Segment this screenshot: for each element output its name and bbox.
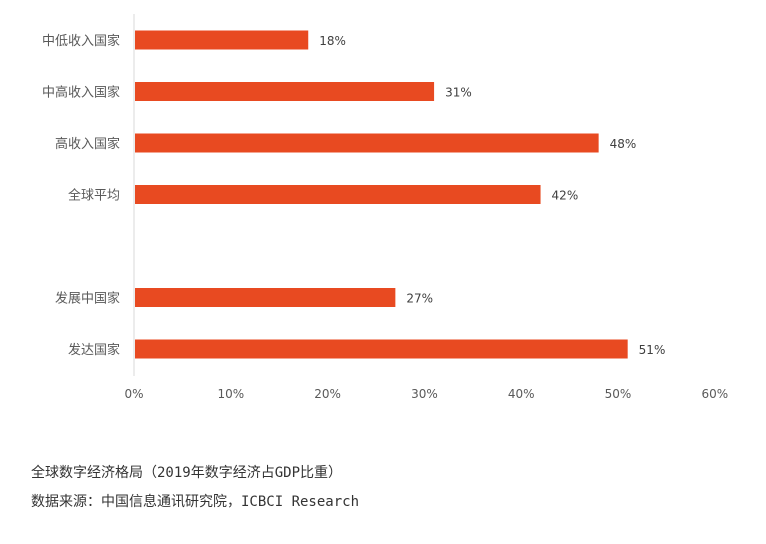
x-tick-label: 50%	[605, 387, 632, 401]
data-label: 51%	[639, 343, 666, 357]
category-label: 全球平均	[68, 188, 120, 204]
category-label: 发展中国家	[55, 291, 120, 307]
bar	[135, 133, 599, 153]
bar	[135, 288, 396, 307]
x-tick-label: 30%	[411, 387, 438, 401]
x-tick-label: 0%	[124, 387, 143, 401]
x-tick-label: 40%	[508, 387, 535, 401]
bar-chart: 中低收入国家 18% 中高收入国家 31% 高收入国家 48% 全球平均 42% 发展中国家 27…	[42, 14, 728, 401]
x-tick-label: 10%	[217, 387, 244, 401]
category-label: 高收入国家	[55, 136, 120, 152]
data-label: 27%	[406, 292, 433, 306]
chart-caption-title: 全球数字经济格局（2019年数字经济占GDP比重）	[31, 465, 342, 481]
bar	[135, 82, 435, 101]
data-label: 18%	[319, 34, 346, 48]
category-label: 中低收入国家	[42, 33, 120, 49]
data-label: 42%	[552, 189, 579, 203]
bar	[135, 339, 628, 359]
bar	[135, 30, 309, 50]
chart-caption-source: 数据来源：中国信息通讯研究院，ICBCI Research	[31, 494, 360, 510]
category-label: 发达国家	[68, 342, 120, 358]
x-tick-label: 20%	[314, 387, 341, 401]
x-tick-label: 60%	[701, 387, 728, 401]
bar	[135, 185, 541, 204]
category-label: 中高收入国家	[42, 85, 120, 101]
data-label: 48%	[610, 137, 637, 151]
data-label: 31%	[445, 86, 472, 100]
